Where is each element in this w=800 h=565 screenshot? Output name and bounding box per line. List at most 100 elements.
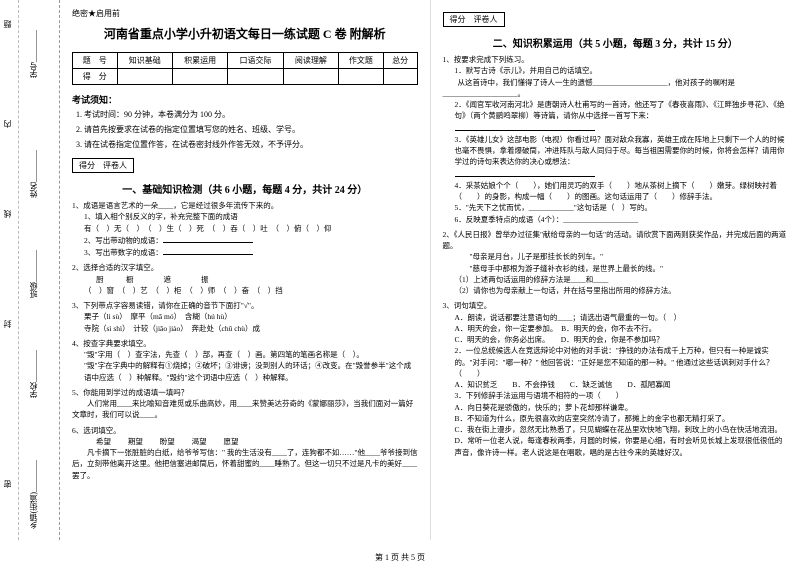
- r2: 2、《人民日报》曾举办过征集"献给母亲的一句话"的活动。请欣赏下面两则获奖作品，…: [443, 229, 789, 297]
- td: [339, 69, 384, 85]
- score-table: 题 号 知识基础 积累运用 口语交际 阅读理解 作文题 总分 得 分: [72, 52, 418, 85]
- binding-field-town: 乡镇(街道)________: [28, 460, 39, 529]
- q2-stem: 2、选择合适的汉字填空。: [72, 262, 418, 273]
- blank[interactable]: [455, 168, 595, 177]
- r1-s1: 1．默写古诗《示儿》，并用自己的话填空。: [443, 65, 789, 76]
- q1-line1: 有（ ）无（ ） （ ）生（ ）死 （ ）吞（ ）吐 （ ）俯（ ）仰: [72, 223, 418, 234]
- td: [283, 69, 338, 85]
- q1-sub3: 3、写出带数字的成语：: [84, 248, 163, 257]
- binding-label: 内: [2, 120, 13, 128]
- blank[interactable]: [163, 234, 253, 243]
- r3-oB2: B．不知道为什么，原先很喜欢的店室突然冷清了，那摊上的金字也都无精打采了。: [443, 413, 789, 424]
- td: [117, 69, 172, 85]
- q5: 5、你能用到学过的成语填一填吗？ 人们常用____来比喻知音难觅或乐曲高妙，用_…: [72, 387, 418, 421]
- q1-stem: 1、成语是语言艺术的一朵____，它是经过很多年流传下来的。: [72, 200, 418, 211]
- th: 题 号: [73, 53, 118, 69]
- r1-l1: 从这首诗中，我们懂得了诗人一生的遗憾____________________，他…: [443, 77, 789, 100]
- r3-oB3: C．我在街上漫步，忽然无比熟悉了，只见蝴蝶在花丛里欢快地飞翔，刺玫上的小鸟在快活…: [443, 424, 789, 435]
- q5-stem: 5、你能用到学过的成语填一填吗？: [72, 387, 418, 398]
- r2-q1: （1）上述两句话运用的修辞方法是____和____: [443, 274, 789, 285]
- q3-l2: 寺院（sì shì） 计较（jiǎo jiào） 奔赴处（chǔ chù）成: [72, 323, 418, 334]
- r1-s3: 3．《英雄儿女》这部电影（电视）你看过吗？面对敌众我寡，英雄王成在阵地上只剩下一…: [443, 134, 789, 168]
- q6-words: 希望 期望 盼望 渴望 愿望: [72, 436, 418, 447]
- r3-l4: 2．一位总统候选人在竞选辩论中对他的对手说："挣钱的办法有成千上万种，但只有一种…: [443, 345, 789, 379]
- binding-field-name: 姓名________: [28, 150, 39, 198]
- q4-l2: "毁"字在字典中的解释有①烧掉；②破坏；③诽谤；没到别人的环话；④改变。在"毁誉…: [72, 360, 418, 383]
- r1-s6: 6．反映夏季特点的成语（4个）：____________________: [443, 214, 789, 225]
- q6-stem: 6、选词填空。: [72, 425, 418, 436]
- th: 作文题: [339, 53, 384, 69]
- q3-l1: 栗子（lì sù） 摩平（mā mó） 含糊（hú hù）: [72, 311, 418, 322]
- binding-field-school: 学校________: [28, 350, 39, 398]
- r2-stem: 2、《人民日报》曾举办过征集"献给母亲的一句话"的活动。请欣赏下面两则获奖作品，…: [443, 229, 789, 252]
- q1: 1、成语是语言艺术的一朵____，它是经过很多年流传下来的。 1、填入相个别反义…: [72, 200, 418, 258]
- r2-q2: （2）请你也为母亲献上一句话，并在括号里指出所用的修辞方法。: [443, 285, 789, 296]
- binding-label: 线: [2, 210, 13, 218]
- column-right: 得分 评卷人 二、知识积累运用（共 5 小题，每题 3 分，共计 15 分） 1…: [430, 0, 800, 540]
- q3: 3、下列带点字容易读错，请你在正确的音节下面打"√"。 栗子（lì sù） 摩平…: [72, 300, 418, 334]
- r1-s4: 4．采茶姑娘个个（ ），她们用灵巧的双手（ ）地从茶树上摘下（ ）嫩芽。绿树映衬…: [443, 180, 789, 203]
- q4-l1: "毁"字用（ ）查字法，先查（ ）部，再查（ ）画。第四笔的笔画名称是（ ）。: [72, 349, 418, 360]
- binding-field-student-id: 学号________: [28, 30, 39, 78]
- notice-item: 考试时间：90 分钟，本卷满分为 100 分。: [84, 109, 418, 120]
- td: [228, 69, 283, 85]
- binding-margin: 题 内 线 封 密 学号________ 姓名________ 班级______…: [0, 0, 60, 540]
- r3-oB4: D．常听一位老人说，每逢春秋两季，月圆的时候，你要是心细，有时会听见长城上发现很…: [443, 435, 789, 458]
- r1: 1、按要求完成下列练习。 1．默写古诗《示儿》，并用自己的话填空。 从这首诗中，…: [443, 54, 789, 225]
- r3-oB1: A．向日葵花是骄傲的，快乐的；萝卜花却那样谦卑。: [443, 402, 789, 413]
- blank[interactable]: [163, 246, 253, 255]
- q1-sub1: 1、填入相个别反义的字，补充完整下面的成语: [72, 211, 418, 222]
- q2-head: 厨 橱 遮 振: [72, 274, 418, 285]
- r1-s5: 5．"先天下之忧而忧，____________"这句话是（ ）写的。: [443, 202, 789, 213]
- main-title: 河南省重点小学小升初语文每日一练试题 C 卷 附解析: [72, 25, 418, 42]
- td: [383, 69, 417, 85]
- binding-label: 题: [2, 20, 13, 28]
- notice-head: 考试须知：: [72, 93, 418, 106]
- r2-quote1: "母亲是月台，儿子是那挂长长的列车。": [443, 251, 789, 262]
- marker-box: 得分 评卷人: [72, 158, 134, 173]
- r2-quote2: "慈母手中那根为游子缝补衣衫的线，是世界上最长的线。": [443, 263, 789, 274]
- r3-stem: 3、词句填空。: [443, 300, 789, 311]
- r3-oA: A．知识贫乏 B．不会挣钱 C．缺乏诚信 D．孤陋寡闻: [443, 379, 789, 390]
- th: 阅读理解: [283, 53, 338, 69]
- part1-title: 一、基础知识检测（共 6 小题，每题 4 分，共计 24 分）: [72, 181, 418, 196]
- binding-label: 密: [2, 480, 13, 488]
- part2-title: 二、知识积累运用（共 5 小题，每题 3 分，共计 15 分）: [443, 35, 789, 50]
- r3-l2: A．明天的会，你一定要参加。 B．明天的会，你不去不行。: [443, 323, 789, 334]
- table-row: 得 分: [73, 69, 418, 85]
- q5-body: 人们常用____来比喻知音难觅或乐曲高妙，用____来赞美达芬奇的《蒙娜丽莎》，…: [72, 398, 418, 421]
- table-row: 题 号 知识基础 积累运用 口语交际 阅读理解 作文题 总分: [73, 53, 418, 69]
- q4: 4、按查字典要求填空。 "毁"字用（ ）查字法，先查（ ）部，再查（ ）画。第四…: [72, 338, 418, 383]
- q4-stem: 4、按查字典要求填空。: [72, 338, 418, 349]
- th: 总分: [383, 53, 417, 69]
- marker-box: 得分 评卷人: [443, 12, 505, 27]
- notice-item: 请在试卷指定位置作答，在试卷密封线外作答无效，不予评分。: [84, 139, 418, 150]
- th: 口语交际: [228, 53, 283, 69]
- th: 知识基础: [117, 53, 172, 69]
- q1-sub2: 2、写出带动物的成语：: [84, 236, 163, 245]
- q2-body: （ ）窗 （ ）艺 （ ）柜 （ ）师 （ ）奋 （ ）挡: [72, 285, 418, 296]
- binding-label: 封: [2, 320, 13, 328]
- q6: 6、选词填空。 希望 期望 盼望 渴望 愿望 凡卡摘下一张脏脏的白纸，给爷爷写信…: [72, 425, 418, 481]
- r3-l3: C．明天的会，你务必出席。 D．明天的会，你是不参加吗？: [443, 334, 789, 345]
- q3-stem: 3、下列带点字容易读错，请你在正确的音节下面打"√"。: [72, 300, 418, 311]
- binding-field-class: 班级________: [28, 250, 39, 298]
- r1-stem: 1、按要求完成下列练习。: [443, 54, 789, 65]
- td: [172, 69, 227, 85]
- r3: 3、词句填空。 A．朗读，说话都要注意语句的____；请选出语气最重的一句。（ …: [443, 300, 789, 458]
- r1-s2: 2．《闻官军收河南河北》是唐朝诗人杜甫写的一首诗，他还写了《春夜喜雨》、《江畔独…: [443, 99, 789, 122]
- notice-item: 请首先按要求在试卷的指定位置填写您的姓名、班级、学号。: [84, 124, 418, 135]
- r3-l5: 3．下列修辞手法运用与语境不相符的一项（ ）: [443, 390, 789, 401]
- binding-inner-line: [18, 0, 19, 540]
- notice-list: 考试时间：90 分钟，本卷满分为 100 分。 请首先按要求在试卷的指定位置填写…: [72, 109, 418, 150]
- page-footer: 第 1 页 共 5 页: [0, 552, 800, 563]
- page-body: 绝密★启用前 河南省重点小学小升初语文每日一练试题 C 卷 附解析 题 号 知识…: [60, 0, 800, 540]
- confidential-stamp: 绝密★启用前: [72, 8, 418, 19]
- blank[interactable]: [455, 122, 595, 131]
- column-left: 绝密★启用前 河南省重点小学小升初语文每日一练试题 C 卷 附解析 题 号 知识…: [60, 0, 430, 540]
- q2: 2、选择合适的汉字填空。 厨 橱 遮 振 （ ）窗 （ ）艺 （ ）柜 （ ）师…: [72, 262, 418, 296]
- th: 积累运用: [172, 53, 227, 69]
- td: 得 分: [73, 69, 118, 85]
- r3-l1: A．朗读，说话都要注意语句的____；请选出语气最重的一句。（ ）: [443, 312, 789, 323]
- q6-body: 凡卡摘下一张脏脏的白纸，给爷爷写信：" 我的生活没有____了，连狗都不如……"…: [72, 447, 418, 481]
